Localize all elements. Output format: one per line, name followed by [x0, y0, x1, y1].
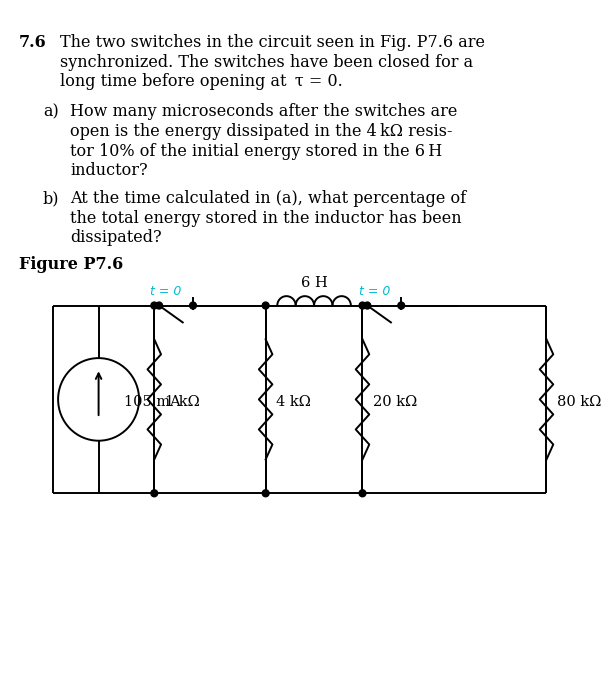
- Text: The two switches in the circuit seen in Fig. P7.6 are: The two switches in the circuit seen in …: [60, 34, 485, 51]
- Text: b): b): [43, 190, 60, 207]
- Circle shape: [190, 302, 196, 309]
- Text: t = 0: t = 0: [359, 285, 390, 298]
- Text: synchronized. The switches have been closed for a: synchronized. The switches have been clo…: [60, 54, 473, 71]
- Text: dissipated?: dissipated?: [70, 230, 161, 246]
- Circle shape: [364, 302, 371, 309]
- Text: Figure P7.6: Figure P7.6: [18, 256, 123, 273]
- Circle shape: [359, 302, 366, 309]
- Text: 80 kΩ: 80 kΩ: [557, 395, 602, 409]
- Circle shape: [398, 302, 405, 309]
- Text: inductor?: inductor?: [70, 162, 147, 179]
- Circle shape: [151, 302, 158, 309]
- Text: 105 mA: 105 mA: [124, 395, 181, 409]
- Text: t = 0: t = 0: [150, 285, 182, 298]
- Circle shape: [151, 490, 158, 497]
- Text: tor 10% of the initial energy stored in the 6 H: tor 10% of the initial energy stored in …: [70, 143, 442, 160]
- Circle shape: [359, 490, 366, 497]
- Text: How many microseconds after the switches are: How many microseconds after the switches…: [70, 103, 457, 120]
- Text: 7.6: 7.6: [18, 34, 47, 51]
- Circle shape: [156, 302, 163, 309]
- Text: open is the energy dissipated in the 4 kΩ resis-: open is the energy dissipated in the 4 k…: [70, 122, 453, 140]
- Text: 6 H: 6 H: [301, 276, 327, 290]
- Text: At the time calculated in (a), what percentage of: At the time calculated in (a), what perc…: [70, 190, 466, 207]
- Text: 20 kΩ: 20 kΩ: [373, 395, 418, 409]
- Text: 4 kΩ: 4 kΩ: [276, 395, 311, 409]
- Text: 1 kΩ: 1 kΩ: [165, 395, 200, 409]
- Circle shape: [262, 302, 269, 309]
- Text: long time before opening at  τ = 0.: long time before opening at τ = 0.: [60, 74, 343, 90]
- Text: the total energy stored in the inductor has been: the total energy stored in the inductor …: [70, 210, 462, 227]
- Text: a): a): [43, 103, 59, 120]
- Circle shape: [262, 490, 269, 497]
